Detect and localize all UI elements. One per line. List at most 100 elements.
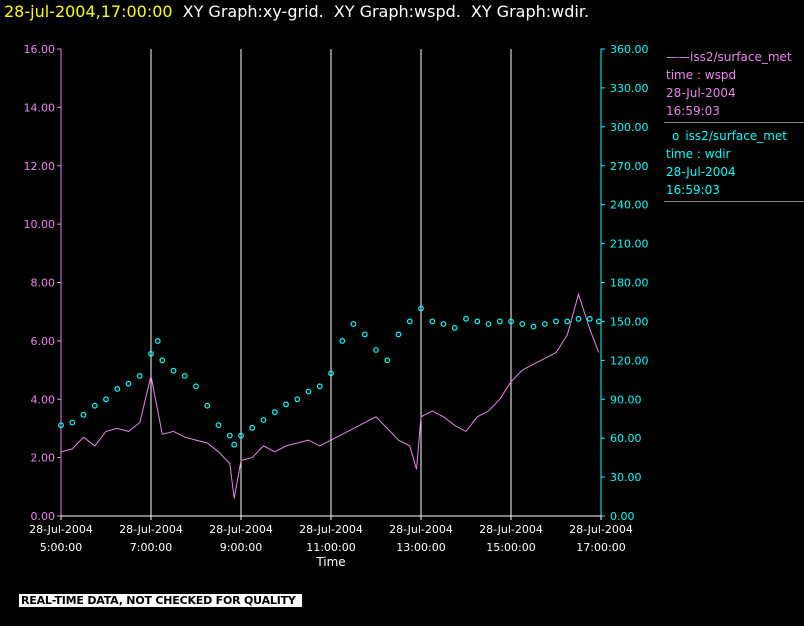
wdir-point <box>69 419 76 426</box>
wdir-point <box>485 321 492 327</box>
right-tick-label: 0.00 <box>610 510 635 523</box>
wdir-point <box>440 321 447 327</box>
wdir-point <box>586 315 593 322</box>
vertical-grid <box>150 49 512 516</box>
wdir-point <box>361 331 368 338</box>
wdir-point <box>541 321 548 327</box>
right-tick-label: 300.00 <box>610 121 649 134</box>
legend-wspd: ——iss2/surface_met time : wspd 28-Jul-20… <box>664 44 804 123</box>
legend-wspd-date: 28-Jul-2004 <box>666 86 736 100</box>
x-tick-date: 28-Jul-2004 <box>29 523 93 536</box>
wdir-point <box>170 367 177 374</box>
wspd-series <box>60 292 600 499</box>
wdir-point <box>508 318 514 325</box>
wdir-point <box>519 321 526 327</box>
left-tick-label: 16.00 <box>24 43 56 56</box>
chart-header: 28-jul-2004,17:00:00 XY Graph:xy-grid. XY … <box>4 2 589 21</box>
wdir-point <box>283 401 289 408</box>
wdir-point <box>418 305 424 312</box>
wdir-point <box>406 318 413 325</box>
legend-wspd-time: 16:59:03 <box>666 104 720 118</box>
wdir-point <box>103 396 109 403</box>
quality-notice: REAL-TIME DATA, NOT CHECKED FOR QUALITY <box>19 594 302 607</box>
wdir-point <box>238 432 244 439</box>
header-graph-wdir: XY Graph:wdir. <box>470 2 590 21</box>
wdir-point <box>271 409 278 416</box>
wdir-point <box>114 386 121 392</box>
left-tick-label: 4.00 <box>31 393 56 406</box>
left-tick-label: 10.00 <box>24 218 56 231</box>
legend-wdir-marker: o <box>672 129 680 143</box>
wdir-point <box>204 402 211 409</box>
legend: ——iss2/surface_met time : wspd 28-Jul-20… <box>664 44 804 202</box>
legend-wdir: o iss2/surface_met time : wdir 28-Jul-200… <box>664 123 804 202</box>
header-timestamp: 28-jul-2004,17:00:00 <box>4 2 173 21</box>
right-tick-label: 30.00 <box>610 471 642 484</box>
wdir-point <box>530 323 537 330</box>
wdir-point <box>91 402 98 409</box>
wdir-point <box>193 383 199 390</box>
wdir-point <box>58 422 64 429</box>
wdir-point <box>215 422 222 429</box>
header-graph-xy-grid: XY Graph:xy-grid. <box>182 2 324 21</box>
right-tick-label: 180.00 <box>610 277 649 290</box>
x-tick-time: 5:00:00 <box>40 541 82 554</box>
legend-wdir-var: time : wdir <box>666 147 731 161</box>
wdir-point <box>463 315 469 322</box>
x-tick-time: 15:00:00 <box>486 541 535 554</box>
right-tick-label: 90.00 <box>610 393 642 406</box>
wdir-point <box>154 338 161 344</box>
right-tick-label: 240.00 <box>610 199 649 212</box>
x-tick-time: 13:00:00 <box>396 541 445 554</box>
left-tick-label: 0.00 <box>31 510 56 523</box>
legend-wspd-marker: —— <box>666 50 690 64</box>
right-tick-label: 360.00 <box>610 43 649 56</box>
legend-wdir-time: 16:59:03 <box>666 183 720 197</box>
right-tick-label: 210.00 <box>610 238 649 251</box>
wdir-point <box>564 318 571 325</box>
x-tick-time: 9:00:00 <box>220 541 262 554</box>
wdir-point <box>339 338 346 344</box>
wdir-point <box>316 383 323 390</box>
wdir-point <box>249 424 256 431</box>
wdir-point <box>474 318 481 325</box>
wdir-point <box>181 373 188 379</box>
right-tick-label: 120.00 <box>610 354 649 367</box>
wdir-point <box>294 396 301 403</box>
x-tick-date: 28-Jul-2004 <box>299 523 363 536</box>
x-tick-date: 28-Jul-2004 <box>389 523 453 536</box>
x-tick-time: 17:00:00 <box>576 541 625 554</box>
x-tick-date: 28-Jul-2004 <box>209 523 273 536</box>
wspd-line <box>60 292 600 499</box>
wdir-point <box>451 325 458 331</box>
wdir-series <box>58 305 602 448</box>
legend-wdir-date: 28-Jul-2004 <box>666 165 736 179</box>
right-tick-label: 330.00 <box>610 82 649 95</box>
right-tick-label: 150.00 <box>610 315 649 328</box>
wdir-point <box>226 432 233 439</box>
wdir-point <box>328 370 334 377</box>
x-axis-label: Time <box>315 555 345 569</box>
left-tick-label: 2.00 <box>31 452 56 465</box>
wdir-point <box>395 331 402 338</box>
wdir-point <box>148 350 154 357</box>
x-tick-time: 11:00:00 <box>306 541 355 554</box>
wdir-point <box>384 357 391 364</box>
wdir-point <box>125 380 132 387</box>
legend-wdir-source: iss2/surface_met <box>685 129 787 143</box>
wdir-point <box>373 347 379 353</box>
wdir-point <box>595 318 602 325</box>
right-tick-label: 270.00 <box>610 160 649 173</box>
wdir-point <box>429 318 436 325</box>
x-tick-date: 28-Jul-2004 <box>569 523 633 536</box>
left-tick-label: 12.00 <box>24 160 56 173</box>
wdir-point <box>575 315 582 322</box>
header-graph-wspd: XY Graph:wspd. <box>333 2 461 21</box>
x-tick-date: 28-Jul-2004 <box>119 523 183 536</box>
wdir-point <box>496 318 503 325</box>
left-tick-label: 6.00 <box>31 335 56 348</box>
wdir-point <box>553 318 559 325</box>
x-tick-time: 7:00:00 <box>130 541 172 554</box>
wdir-point <box>260 417 267 423</box>
